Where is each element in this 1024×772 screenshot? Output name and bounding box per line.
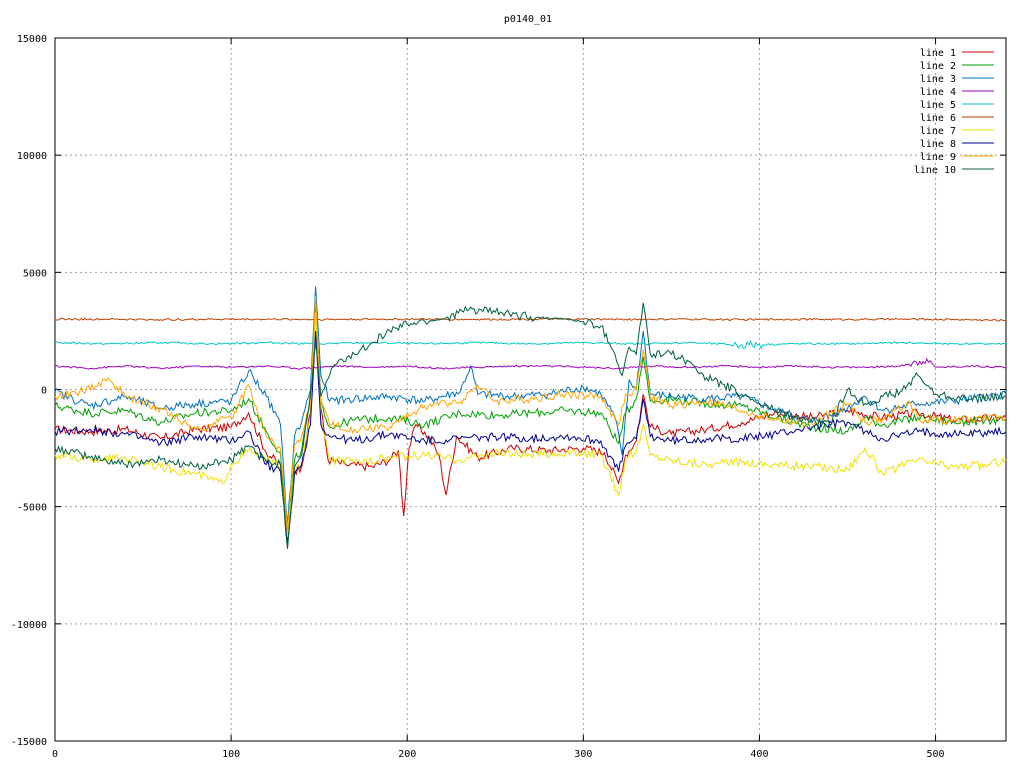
legend-label-2: line 2 [920, 61, 956, 72]
y-tick-label: -10000 [11, 620, 47, 631]
legend-label-4: line 4 [920, 87, 956, 98]
series-line-9 [54, 295, 1007, 531]
x-tick-label: 200 [398, 749, 416, 760]
legend-label-1: line 1 [920, 48, 956, 59]
legend-label-5: line 5 [920, 100, 956, 111]
legend-label-7: line 7 [920, 126, 956, 137]
grid [55, 38, 1006, 741]
x-tick-label: 100 [222, 749, 240, 760]
legend-label-10: line 10 [914, 165, 956, 176]
legend-label-6: line 6 [920, 113, 956, 124]
legend-label-3: line 3 [920, 74, 956, 85]
series-line-2 [54, 305, 1007, 545]
y-tick-label: 5000 [23, 268, 47, 279]
y-tick-label: -5000 [17, 503, 47, 514]
y-tick-label: 15000 [17, 34, 47, 45]
legend-label-8: line 8 [920, 139, 956, 150]
plot-area [54, 286, 1007, 549]
series-line-1 [54, 300, 1007, 542]
y-tick-label: -15000 [11, 737, 47, 748]
series-line-4 [54, 357, 1007, 370]
series-line-5 [54, 339, 1007, 350]
legend-label-9: line 9 [920, 152, 956, 163]
y-tick-label: 10000 [17, 151, 47, 162]
series-line-8 [54, 330, 1007, 547]
x-tick-label: 300 [574, 749, 592, 760]
series-line-7 [54, 312, 1007, 538]
series-line-3 [54, 286, 1007, 526]
x-tick-label: 0 [52, 749, 58, 760]
x-tick-label: 500 [927, 749, 945, 760]
x-tick-label: 400 [750, 749, 768, 760]
series-line-10 [54, 302, 1007, 549]
y-tick-label: 0 [41, 386, 47, 397]
axes: 0 100 200 300 400 500 -15000 -10000 -5000 0 5000 10… [11, 34, 1007, 760]
legend: line 1 line 2 line 3 line 4 line 5 line 6 line… [914, 48, 994, 176]
chart-title: p0140_01 [504, 14, 552, 25]
series-line-6 [54, 317, 1007, 322]
